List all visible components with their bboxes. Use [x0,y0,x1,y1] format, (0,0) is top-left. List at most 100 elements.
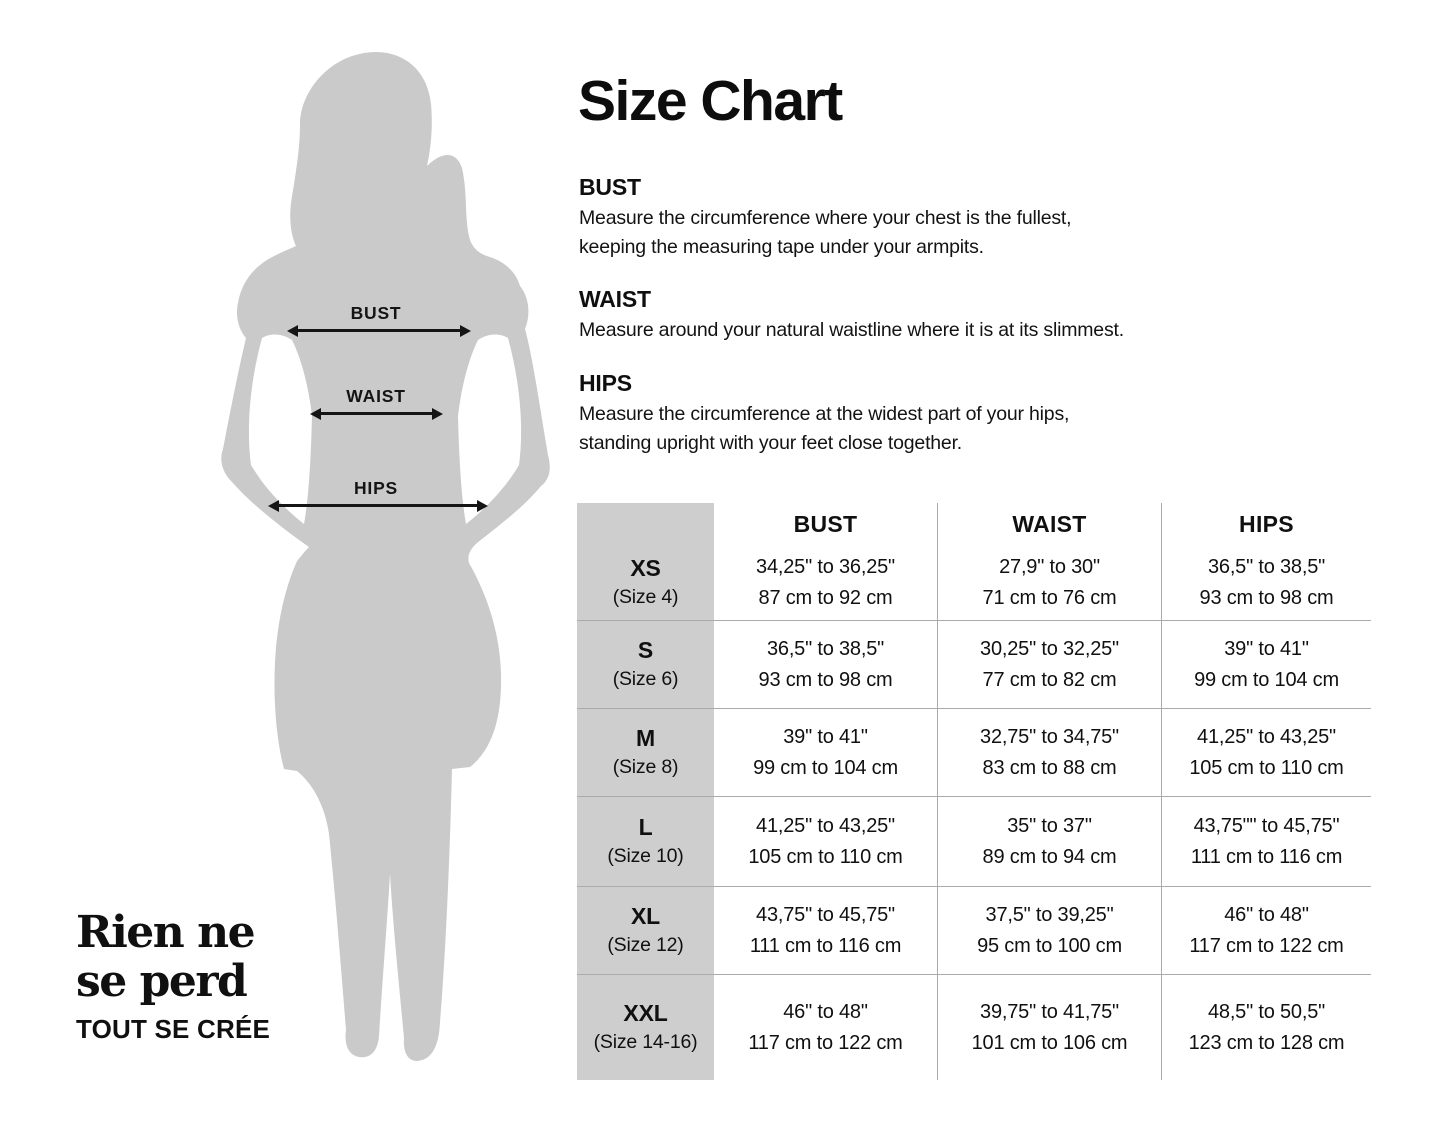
value-cm: 117 cm to 122 cm [748,1031,903,1054]
cell-xs-bust: 34,25" to 36,25" 87 cm to 92 cm [714,545,938,621]
cell-xl-waist: 37,5" to 39,25" 95 cm to 100 cm [938,887,1162,975]
cell-m-bust: 39" to 41" 99 cm to 104 cm [714,709,938,797]
armpit-gap-left [248,334,312,524]
value-inches: 30,25" to 32,25" [980,637,1119,660]
bust-text-line2: keeping the measuring tape under your ar… [579,236,984,258]
size-label: S [637,637,654,663]
cell-xxl-bust: 46" to 48" 117 cm to 122 cm [714,975,938,1080]
size-note: (Size 6) [612,668,679,690]
value-inches: 34,25" to 36,25" [756,555,895,578]
value-inches: 43,75" to 45,75" [756,903,895,926]
table-row-size-xs: XS (Size 4) [577,545,714,621]
value-cm: 111 cm to 116 cm [749,934,902,957]
value-inches: 41,25" to 43,25" [1197,725,1336,748]
hips-section-text: Measure the circumference at the widest … [579,400,1069,458]
figure-bust-label: BUST [350,303,402,323]
table-row-size-s: S (Size 6) [577,621,714,709]
column-header-waist: WAIST [938,503,1162,545]
cell-m-waist: 32,75" to 34,75" 83 cm to 88 cm [938,709,1162,797]
size-table: BUST WAIST HIPS XS (Size 4) 34,25" to 36… [577,503,1371,1080]
cell-xxl-hips: 48,5" to 50,5" 123 cm to 128 cm [1162,975,1371,1080]
value-inches: 35" to 37" [1007,814,1092,837]
waist-section-heading: WAIST [579,286,651,312]
size-label: L [638,814,653,840]
figure-hips-label: HIPS [353,478,399,498]
table-row-size-xl: XL (Size 12) [577,887,714,975]
bust-section-heading: BUST [579,174,641,200]
waist-section-text: Measure around your natural waistline wh… [579,316,1124,345]
cell-xl-hips: 46" to 48" 117 cm to 122 cm [1162,887,1371,975]
page-title: Size Chart [578,69,843,133]
size-note: (Size 12) [607,934,684,956]
value-inches: 36,5" to 38,5" [766,637,885,660]
value-inches: 48,5" to 50,5" [1207,1000,1326,1023]
value-inches: 46" to 48" [1224,903,1309,926]
value-cm: 71 cm to 76 cm [982,586,1117,609]
cell-m-hips: 41,25" to 43,25" 105 cm to 110 cm [1162,709,1371,797]
armpit-gap-right [458,334,522,524]
cell-xxl-waist: 39,75" to 41,75" 101 cm to 106 cm [938,975,1162,1080]
waist-text-line1: Measure around your natural waistline wh… [579,319,1124,341]
value-inches: 43,75"" to 45,75" [1193,814,1340,837]
silhouette-shape [221,52,550,1061]
value-inches: 36,5" to 38,5" [1207,555,1326,578]
value-cm: 77 cm to 82 cm [982,668,1117,691]
value-cm: 95 cm to 100 cm [977,934,1122,957]
cell-s-bust: 36,5" to 38,5" 93 cm to 98 cm [714,621,938,709]
value-inches: 27,9" to 30" [999,555,1100,578]
value-inches: 39" to 41" [783,725,868,748]
hips-measure-arrow [268,499,488,512]
size-label: XXL [623,1000,668,1026]
logo-line-2: se perd [76,956,248,1007]
size-label: M [636,725,655,751]
value-cm: 83 cm to 88 cm [982,756,1117,779]
cell-xl-bust: 43,75" to 45,75" 111 cm to 116 cm [714,887,938,975]
figure-waist-label: WAIST [346,386,406,406]
column-header-hips: HIPS [1239,510,1294,537]
bust-measure-arrow [287,324,471,337]
value-inches: 37,5" to 39,25" [985,903,1114,926]
cell-l-bust: 41,25" to 43,25" 105 cm to 110 cm [714,797,938,887]
table-row-size-xxl: XXL (Size 14-16) [577,975,714,1080]
value-cm: 99 cm to 104 cm [753,756,898,779]
hips-text-line1: Measure the circumference at the widest … [579,403,1070,425]
value-cm: 123 cm to 128 cm [1188,1031,1345,1054]
size-note: (Size 4) [612,586,679,608]
brand-logo: Rien ne se perd TOUT SE CRÉE [76,908,270,1045]
cell-s-waist: 30,25" to 32,25" 77 cm to 82 cm [938,621,1162,709]
value-inches: 41,25" to 43,25" [756,814,895,837]
bust-section-text: Measure the circumference where your che… [579,204,1072,262]
cell-s-hips: 39" to 41" 99 cm to 104 cm [1162,621,1371,709]
hips-text-line2: standing upright with your feet close to… [579,432,963,454]
value-cm: 87 cm to 92 cm [758,586,893,609]
value-cm: 117 cm to 122 cm [1189,934,1344,957]
logo-line-1: Rien ne [76,907,256,958]
value-inches: 46" to 48" [783,1000,868,1023]
silhouette-body [221,52,550,1061]
waist-measure-arrow [310,407,443,420]
cell-l-waist: 35" to 37" 89 cm to 94 cm [938,797,1162,887]
table-row-size-m: M (Size 8) [577,709,714,797]
column-header-bust: BUST [714,503,938,545]
value-cm: 99 cm to 104 cm [1194,668,1339,691]
value-cm: 89 cm to 94 cm [982,845,1117,868]
logo-tagline: TOUT SE CRÉE [76,1014,271,1044]
size-label: XS [630,555,661,581]
cell-xs-hips: 36,5" to 38,5" 93 cm to 98 cm [1162,545,1371,621]
size-label: XL [631,903,660,929]
size-note: (Size 8) [612,756,679,778]
cell-xs-waist: 27,9" to 30" 71 cm to 76 cm [938,545,1162,621]
value-inches: 39,75" to 41,75" [980,1000,1119,1023]
bust-text-line1: Measure the circumference where your che… [579,207,1072,229]
table-corner-cell [577,503,714,545]
table-row-size-l: L (Size 10) [577,797,714,887]
value-cm: 111 cm to 116 cm [1190,845,1343,868]
size-note: (Size 10) [607,845,684,867]
value-cm: 101 cm to 106 cm [971,1031,1128,1054]
size-note: (Size 14-16) [593,1031,698,1053]
value-cm: 105 cm to 110 cm [748,845,903,868]
value-cm: 93 cm to 98 cm [758,668,893,691]
value-cm: 105 cm to 110 cm [1189,756,1344,779]
